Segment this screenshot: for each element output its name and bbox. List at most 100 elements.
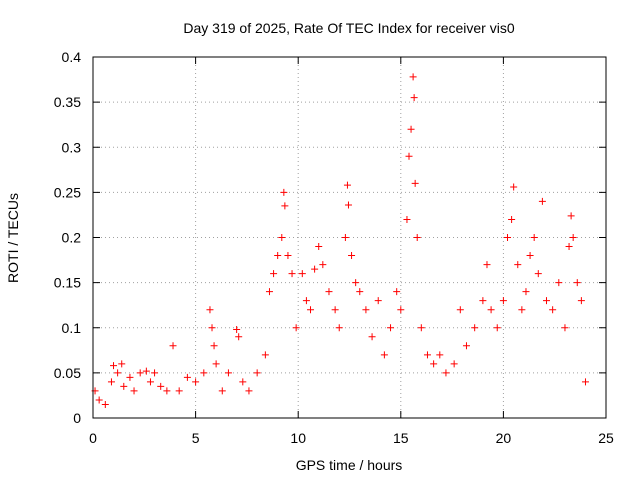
data-point	[239, 378, 247, 386]
x-tick-label: 25	[598, 430, 614, 446]
x-tick-label: 20	[496, 430, 512, 446]
x-tick-label: 0	[89, 430, 97, 446]
data-point	[510, 183, 518, 191]
data-point	[95, 396, 103, 404]
data-point	[555, 279, 563, 287]
data-point	[331, 306, 339, 314]
data-point	[493, 324, 501, 332]
data-point	[265, 288, 273, 296]
y-tick-label: 0.2	[62, 230, 82, 246]
x-axis-label: GPS time / hours	[296, 457, 403, 473]
y-tick-label: 0.35	[54, 94, 81, 110]
data-point	[417, 324, 425, 332]
y-tick-label: 0.1	[62, 320, 82, 336]
data-point	[315, 243, 323, 251]
data-point	[298, 270, 306, 278]
data-point	[356, 288, 364, 296]
data-point	[212, 360, 220, 368]
data-point	[450, 360, 458, 368]
data-point	[542, 297, 550, 305]
data-point	[151, 369, 159, 377]
data-point	[114, 369, 122, 377]
data-point	[393, 288, 401, 296]
data-point	[538, 197, 546, 205]
data-points	[91, 73, 589, 408]
data-point	[274, 252, 282, 260]
data-point	[430, 360, 438, 368]
x-tick-label: 10	[290, 430, 306, 446]
data-point	[319, 261, 327, 269]
data-point	[368, 333, 376, 341]
data-point	[130, 387, 138, 395]
data-point	[462, 342, 470, 350]
data-point	[518, 306, 526, 314]
data-point	[284, 252, 292, 260]
data-point	[380, 351, 388, 359]
data-point	[581, 378, 589, 386]
data-point	[110, 362, 118, 370]
data-point	[522, 288, 530, 296]
data-point	[344, 201, 352, 209]
data-point	[569, 234, 577, 241]
data-point	[120, 382, 128, 390]
data-point	[411, 179, 419, 187]
axis-ticks: 0 0.05 0.1 0.15 0.2 0.25 0.3 0.35 0.4 0 5 10 15 20 25	[54, 49, 614, 446]
data-point	[126, 373, 134, 381]
data-point	[224, 369, 232, 377]
data-point	[208, 324, 216, 332]
data-point	[280, 188, 288, 196]
chart-title: Day 319 of 2025, Rate Of TEC Index for r…	[183, 20, 514, 36]
data-point	[487, 306, 495, 314]
data-point	[456, 306, 464, 314]
data-point	[573, 279, 581, 287]
data-point	[183, 373, 191, 381]
data-point	[307, 306, 315, 314]
data-point	[157, 382, 165, 390]
data-point	[233, 326, 241, 334]
data-point	[288, 270, 296, 278]
data-point	[101, 400, 109, 408]
data-point	[471, 324, 479, 332]
data-point	[352, 279, 360, 287]
y-tick-label: 0	[73, 410, 81, 426]
data-point	[325, 288, 333, 296]
data-point	[261, 351, 269, 359]
data-point	[348, 252, 356, 260]
y-tick-label: 0.15	[54, 275, 81, 291]
data-point	[335, 324, 343, 332]
data-point	[403, 215, 411, 223]
data-point	[245, 387, 253, 395]
data-point	[405, 152, 413, 160]
data-point	[253, 369, 261, 377]
data-point	[483, 261, 491, 269]
data-point	[278, 234, 286, 241]
x-tick-label: 15	[393, 430, 409, 446]
data-point	[374, 297, 382, 305]
data-point	[499, 297, 507, 305]
data-point	[409, 73, 417, 81]
data-point	[281, 202, 289, 210]
data-point	[206, 306, 214, 314]
data-point	[508, 215, 516, 223]
data-point	[526, 252, 534, 260]
data-point	[362, 306, 370, 314]
data-point	[565, 243, 573, 251]
y-tick-label: 0.25	[54, 184, 81, 200]
data-point	[442, 369, 450, 377]
data-point	[169, 342, 177, 350]
data-point	[577, 297, 585, 305]
data-point	[118, 360, 126, 368]
data-point	[549, 306, 557, 314]
x-tick-label: 5	[192, 430, 200, 446]
data-point	[210, 342, 218, 350]
data-point	[397, 306, 405, 314]
data-point	[423, 351, 431, 359]
data-point	[514, 261, 522, 269]
data-point	[107, 378, 115, 386]
data-point	[292, 324, 300, 332]
data-point	[387, 324, 395, 332]
y-tick-label: 0.3	[62, 139, 82, 155]
data-point	[200, 369, 208, 377]
data-point	[218, 387, 226, 395]
